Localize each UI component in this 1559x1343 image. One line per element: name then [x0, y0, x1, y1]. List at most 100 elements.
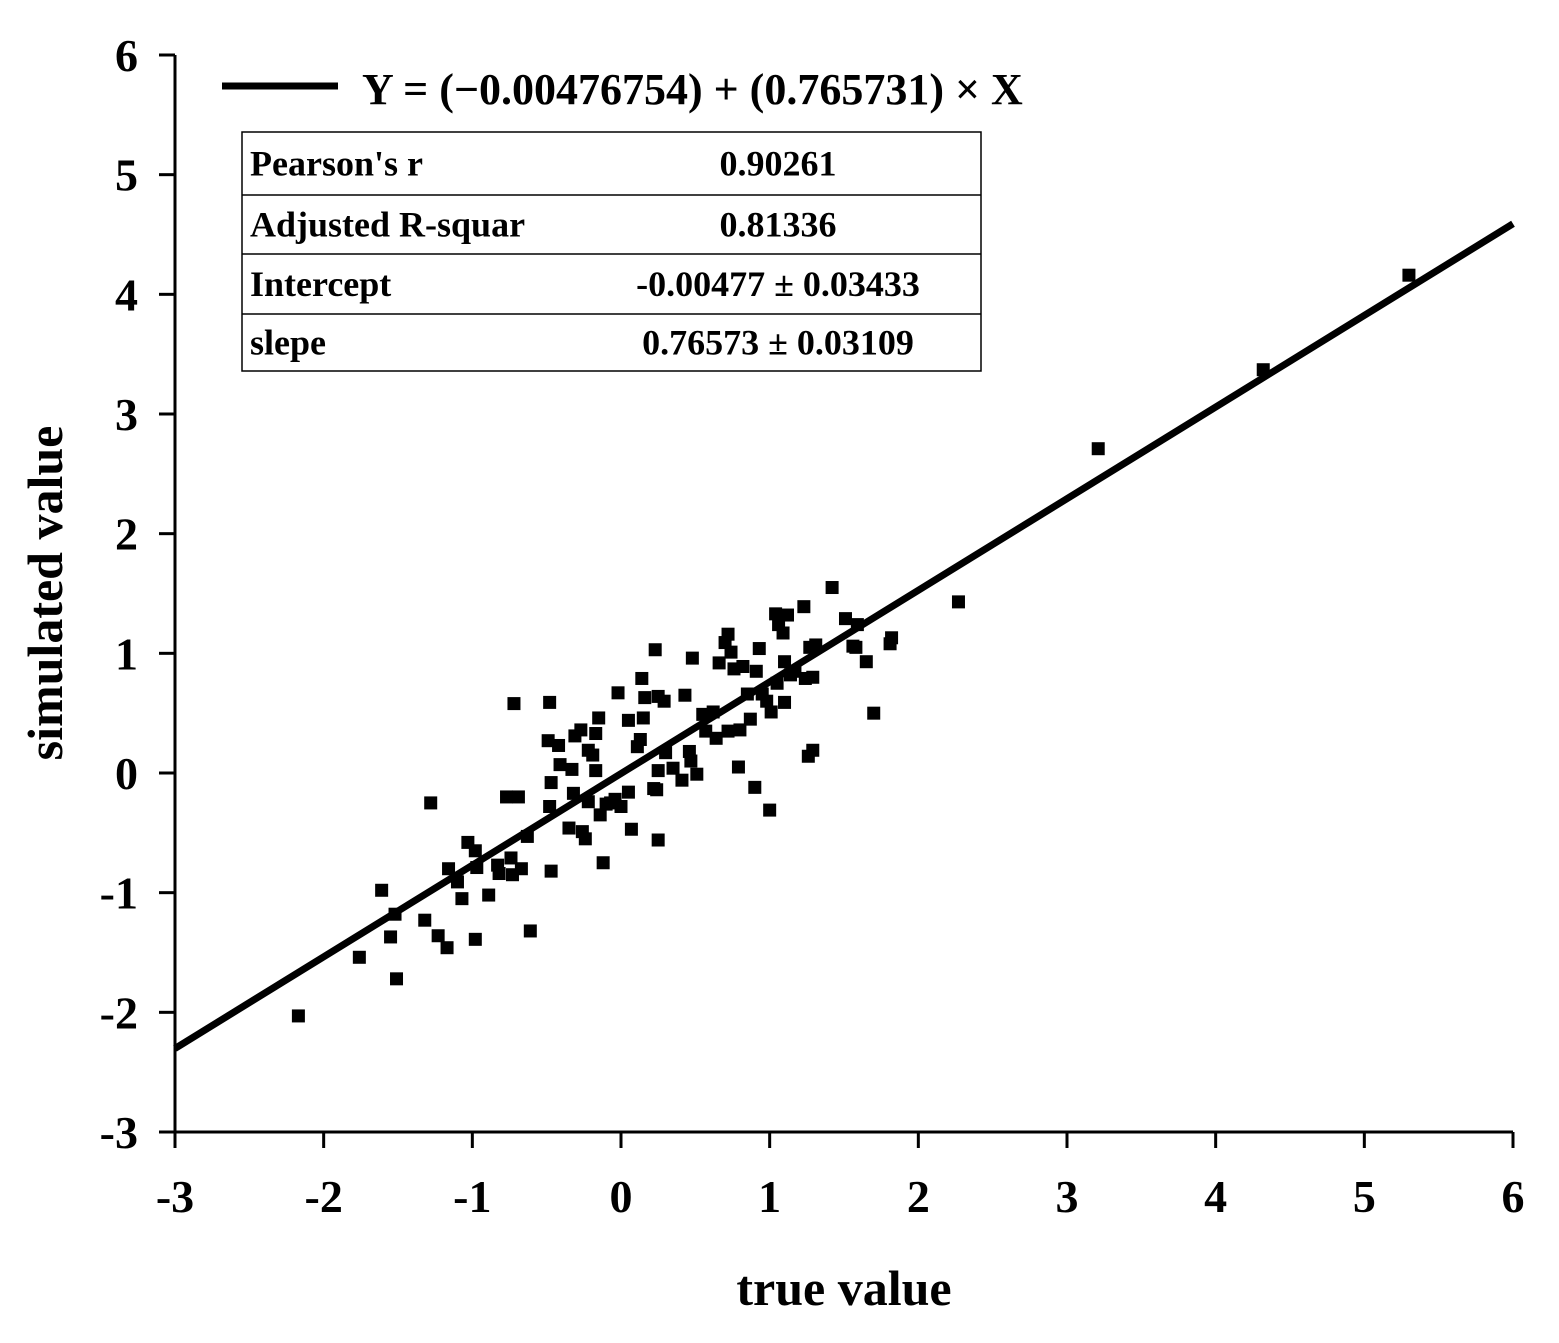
- data-point: [431, 929, 445, 943]
- data-point: [685, 651, 699, 665]
- data-point: [440, 941, 454, 955]
- data-point: [748, 780, 762, 794]
- data-point: [733, 723, 747, 737]
- data-point: [764, 705, 778, 719]
- x-tick-label: 4: [1204, 1171, 1227, 1222]
- data-point: [650, 783, 664, 797]
- axes: -3 -2 -1 0 1 2 3 4 5 6 -3 -2 -1 0 1 2 3 4 5 6: [100, 30, 1525, 1222]
- data-point: [507, 697, 521, 711]
- data-point: [752, 642, 766, 656]
- data-point: [552, 738, 566, 752]
- legend-fit-label: Y = (−0.00476754) + (0.765731) × X: [362, 65, 1023, 114]
- data-point: [418, 913, 432, 927]
- data-point: [543, 800, 557, 814]
- data-point: [442, 862, 456, 876]
- x-tick-label: -1: [453, 1171, 491, 1222]
- data-point: [859, 655, 873, 669]
- data-point: [565, 762, 579, 776]
- data-point: [611, 686, 625, 700]
- y-axis-title: simulated value: [17, 426, 73, 761]
- data-point: [621, 713, 635, 727]
- data-point: [678, 688, 692, 702]
- x-axis-title: true value: [736, 1260, 951, 1316]
- data-point: [624, 822, 638, 836]
- data-point: [614, 800, 628, 814]
- stats-label: Adjusted R-squar: [250, 205, 525, 245]
- stats-value: -0.00477 ± 0.03433: [636, 264, 920, 304]
- y-tick-label: 0: [115, 748, 138, 799]
- data-point: [504, 851, 518, 865]
- data-point: [776, 626, 790, 640]
- data-point: [666, 761, 680, 775]
- data-point: [291, 1009, 305, 1023]
- data-point: [553, 758, 567, 772]
- x-tick-label: 5: [1353, 1171, 1376, 1222]
- data-point: [709, 731, 723, 745]
- stats-value: 0.90261: [720, 144, 837, 184]
- data-point: [589, 727, 603, 741]
- y-tick-label: 5: [115, 150, 138, 201]
- x-tick-label: 3: [1056, 1171, 1079, 1222]
- data-points: [291, 268, 1416, 1023]
- fit-line: [173, 220, 1515, 1052]
- x-tick-label: 6: [1502, 1171, 1525, 1222]
- data-point: [578, 832, 592, 846]
- data-point: [867, 706, 881, 720]
- data-point: [690, 767, 704, 781]
- data-point: [492, 867, 506, 881]
- stats-label: Intercept: [250, 264, 391, 304]
- data-point: [390, 972, 404, 986]
- data-point: [736, 659, 750, 673]
- stats-value: 0.81336: [720, 205, 837, 245]
- y-tick-label: 2: [115, 509, 138, 560]
- data-point: [797, 600, 811, 614]
- x-tick-label: -2: [305, 1171, 343, 1222]
- data-point: [541, 734, 555, 748]
- data-point: [657, 694, 671, 708]
- data-point: [636, 711, 650, 725]
- legend: Y = (−0.00476754) + (0.765731) × X: [222, 65, 1023, 114]
- data-point: [684, 754, 698, 768]
- data-point: [651, 833, 665, 847]
- data-point: [651, 764, 665, 778]
- data-point: [806, 743, 820, 757]
- data-point: [849, 640, 863, 654]
- data-point: [384, 930, 398, 944]
- data-point: [638, 691, 652, 705]
- data-point: [574, 723, 588, 737]
- data-point: [621, 785, 635, 799]
- data-point: [763, 803, 777, 817]
- data-point: [514, 862, 528, 876]
- y-tick-label: -3: [100, 1107, 138, 1158]
- data-point: [589, 764, 603, 778]
- y-tick-label: -1: [100, 868, 138, 919]
- data-point: [885, 631, 899, 645]
- data-point: [455, 892, 469, 906]
- data-point: [825, 581, 839, 595]
- data-point: [806, 670, 820, 684]
- data-point: [1091, 442, 1105, 456]
- data-point: [593, 808, 607, 822]
- data-point: [544, 864, 558, 878]
- x-tick-label: 2: [907, 1171, 930, 1222]
- data-point: [523, 924, 537, 938]
- data-point: [712, 656, 726, 670]
- data-point: [769, 607, 783, 621]
- stats-label: slepe: [250, 323, 326, 363]
- data-point: [699, 724, 713, 738]
- data-point: [648, 643, 662, 657]
- data-point: [586, 748, 600, 762]
- data-point: [352, 950, 366, 964]
- data-point: [721, 724, 735, 738]
- data-point: [562, 821, 576, 835]
- data-point: [566, 786, 580, 800]
- data-point: [633, 732, 647, 746]
- data-point: [951, 595, 965, 609]
- data-point: [760, 694, 774, 708]
- data-point: [778, 695, 792, 709]
- y-tick-label: -2: [100, 987, 138, 1038]
- data-point: [675, 773, 689, 787]
- data-point: [781, 608, 795, 622]
- data-point: [511, 790, 525, 804]
